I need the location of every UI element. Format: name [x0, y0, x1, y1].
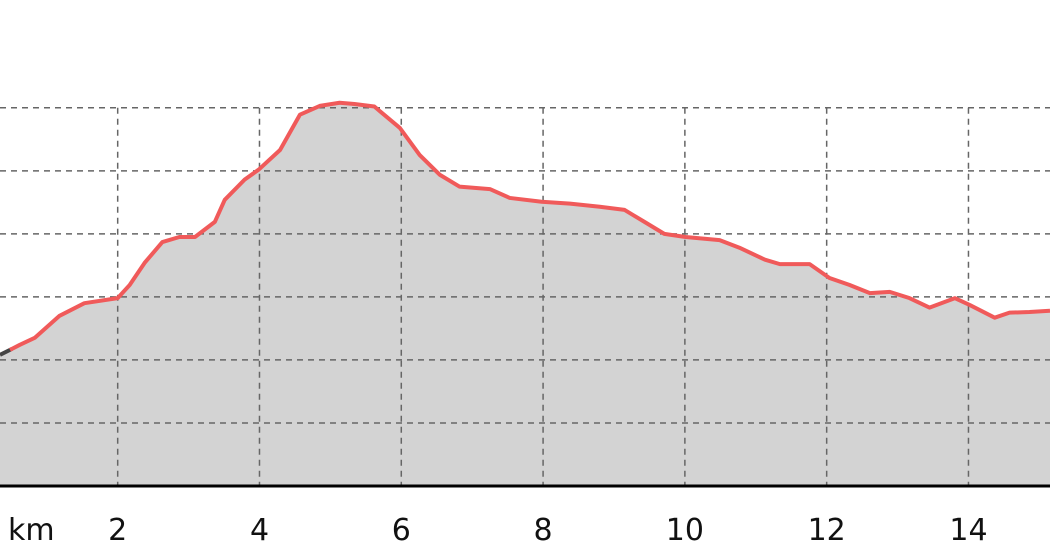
- x-tick-label: 6: [392, 513, 411, 548]
- x-tick-label: 10: [666, 513, 704, 548]
- x-tick-label: 12: [808, 513, 846, 548]
- x-tick-label: 2: [108, 513, 127, 548]
- x-tick-label: 8: [534, 513, 553, 548]
- x-tick-label: 14: [949, 513, 987, 548]
- elevation-area: [0, 102, 1050, 487]
- elevation-line: [9, 100, 1050, 352]
- x-axis-unit-label: km: [8, 513, 55, 548]
- x-tick-label: 4: [250, 513, 269, 548]
